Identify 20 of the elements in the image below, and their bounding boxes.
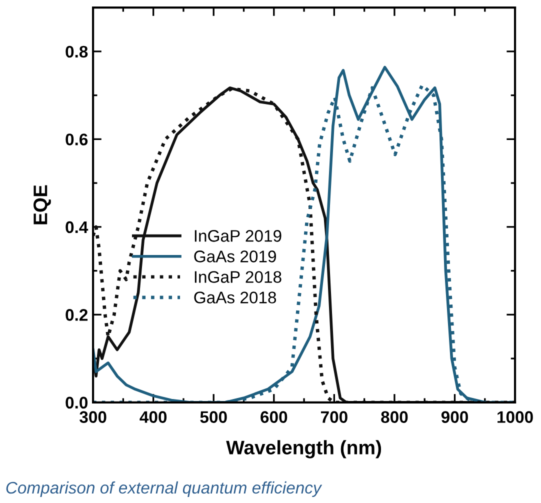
y-axis-title: EQE — [34, 185, 51, 224]
y-tick-label: 0.2 — [66, 309, 88, 321]
y-tick-label: 0.4 — [66, 221, 88, 234]
legend-label: GaAs 2019 — [194, 250, 276, 262]
legend-label: InGaP 2018 — [194, 271, 282, 283]
y-tick-label: 0.0 — [66, 396, 88, 409]
legend-label: InGaP 2019 — [194, 230, 282, 242]
y-tick-label: 0.8 — [66, 46, 88, 58]
x-tick-label: 900 — [441, 411, 468, 423]
x-tick-label: 800 — [381, 411, 408, 423]
x-axis-title: Wavelength (nm) — [226, 440, 382, 458]
x-tick-label: 1000 — [498, 411, 533, 423]
text: Comparison of external quantum efficiency — [6, 481, 322, 497]
x-tick-label: 600 — [260, 411, 288, 423]
x-tick-label: 300 — [80, 411, 106, 423]
x-tick-label: 500 — [200, 411, 227, 423]
y-tick-label: 0.6 — [66, 134, 88, 146]
x-tick-label: 700 — [320, 411, 348, 423]
x-tick-label: 400 — [140, 411, 167, 423]
legend-label: GaAs 2018 — [194, 292, 276, 304]
